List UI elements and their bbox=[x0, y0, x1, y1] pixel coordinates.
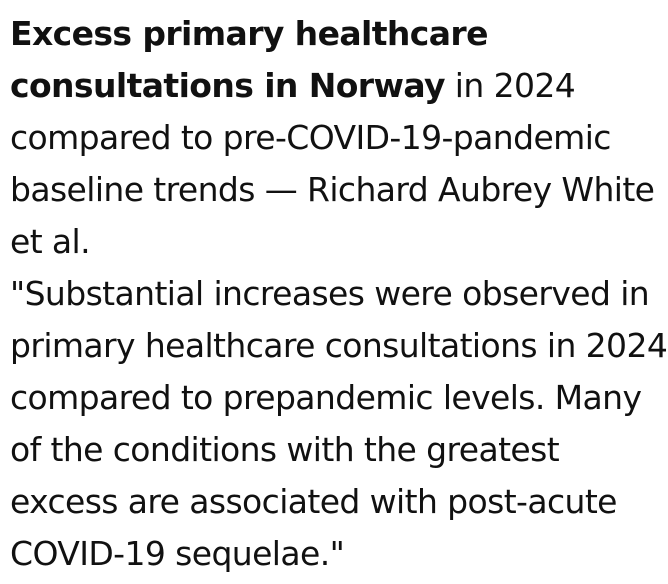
post-quote: "Substantial increases were observed in … bbox=[10, 274, 668, 573]
post-title-rest: in 2024 compared to pre-COVID-19-pandemi… bbox=[10, 66, 655, 261]
post-title: Excess primary healthcare consultations … bbox=[10, 8, 668, 268]
post-title-bold: Excess primary healthcare consultations … bbox=[10, 14, 488, 105]
